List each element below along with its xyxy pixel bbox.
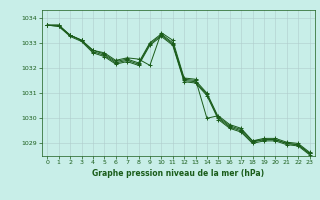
X-axis label: Graphe pression niveau de la mer (hPa): Graphe pression niveau de la mer (hPa): [92, 169, 264, 178]
